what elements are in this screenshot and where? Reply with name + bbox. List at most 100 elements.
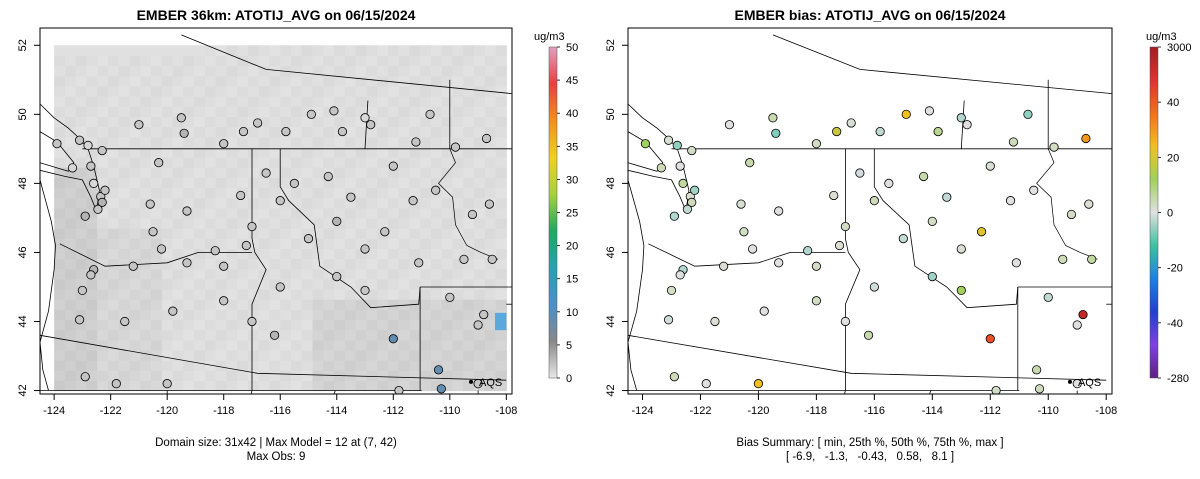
y-tick-label: 52 [17, 39, 29, 51]
station-marker [863, 330, 874, 340]
station-marker [1043, 292, 1053, 302]
station-marker [1072, 320, 1082, 330]
y-tick-label: 44 [605, 315, 617, 327]
border-line [845, 148, 861, 391]
map-panel-2: AQS -124 -122 -120 -118 -116 -114 -112 -110 -108 4… [605, 7, 1191, 463]
colorbar-label: 3000 [1167, 42, 1191, 54]
station-marker [380, 227, 390, 237]
station-marker [247, 316, 257, 327]
station-marker [154, 158, 164, 168]
x-tick-label: -120 [156, 405, 178, 417]
aqs-legend-dot [1067, 379, 1072, 384]
station-marker [329, 106, 339, 116]
station-marker [976, 227, 987, 237]
station-marker [869, 282, 879, 292]
colorbar-label: 40 [1167, 97, 1179, 109]
y-tick-label: 52 [605, 39, 617, 51]
station-marker [701, 379, 711, 389]
chart-footer-line: Domain size: 31x42 | Max Model = 12 at (… [155, 437, 397, 449]
station-marker [724, 120, 735, 130]
river-line [1036, 148, 1098, 260]
x-tick-label: -110 [439, 405, 460, 417]
station-marker [1029, 185, 1039, 195]
x-tick-label: -108 [1095, 405, 1117, 417]
station-marker [811, 261, 821, 271]
x-tick-label: -112 [383, 405, 404, 417]
x-tick-label: -118 [806, 405, 827, 417]
station-marker [956, 285, 966, 296]
border-line [929, 390, 932, 394]
station-marker [111, 379, 121, 389]
plot-frame [39, 27, 513, 395]
station-marker [337, 126, 348, 137]
colorbar-label: -280 [1167, 373, 1189, 385]
chart-footer-line: [ -6.9, -1.3, -0.43, 0.58, 8.1 ] [786, 451, 954, 463]
aqs-legend-label: AQS [479, 377, 502, 389]
colorbar-label: 40 [566, 108, 578, 120]
chart-title: EMBER 36km: ATOTIJ_AVG on 06/15/2024 [137, 7, 416, 23]
station-marker [663, 315, 674, 325]
border-line [279, 148, 421, 309]
station-marker [388, 334, 398, 344]
station-marker [656, 163, 666, 173]
border-line [628, 334, 1107, 381]
station-marker [145, 199, 155, 209]
station-marker [360, 285, 370, 296]
station-marker [719, 261, 729, 271]
station-marker [855, 168, 865, 178]
chart-footer-line: Max Obs: 9 [247, 451, 306, 463]
station-marker [74, 315, 85, 325]
station-marker [433, 365, 444, 375]
station-marker [481, 133, 492, 144]
station-marker [332, 216, 342, 226]
colorbar-label: 5 [566, 340, 572, 352]
station-marker [182, 258, 192, 268]
station-marker [479, 309, 489, 320]
station-marker [394, 385, 404, 394]
x-tick-label: -116 [270, 405, 291, 417]
station-marker [247, 221, 257, 232]
station-marker [219, 261, 229, 271]
colorbar-label: 20 [566, 241, 578, 253]
station-marker [241, 240, 251, 251]
station-marker [803, 246, 813, 256]
station-marker [168, 306, 178, 316]
station-marker [682, 204, 693, 214]
station-marker [93, 204, 103, 214]
station-marker [1049, 142, 1059, 152]
chart-title: EMBER bias: ATOTIJ_AVG on 06/15/2024 [734, 7, 1005, 23]
station-marker [487, 254, 497, 264]
station-marker [182, 206, 192, 216]
station-marker [1032, 365, 1042, 375]
colorbar-label: -40 [1167, 318, 1183, 330]
x-tick-label: -114 [326, 405, 347, 417]
station-marker [179, 128, 189, 138]
station-marker [675, 270, 685, 280]
station-marker [52, 139, 62, 149]
station-marker [459, 254, 469, 264]
y-tick-label: 44 [17, 315, 29, 327]
station-marker [303, 234, 314, 244]
station-marker [366, 120, 376, 130]
station-marker [942, 192, 952, 202]
station-marker [156, 244, 167, 254]
station-marker [710, 316, 720, 327]
station-marker [666, 285, 677, 296]
station-marker [467, 209, 478, 220]
station-marker [425, 109, 435, 119]
station-marker [346, 192, 356, 202]
station-marker [80, 211, 90, 221]
station-marker [919, 171, 929, 182]
station-marker [388, 161, 398, 171]
station-marker [176, 113, 186, 123]
station-marker [678, 178, 688, 188]
station-marker [675, 161, 685, 171]
station-marker [687, 197, 697, 207]
station-marker [450, 142, 461, 152]
y-tick-label: 42 [605, 384, 617, 396]
x-tick-label: -116 [864, 405, 885, 417]
colorbar: ug/m3 0 5 10 15 20 25 30 35 40 45 50 [534, 31, 578, 385]
station-marker [431, 185, 441, 195]
station-marker [473, 320, 483, 330]
